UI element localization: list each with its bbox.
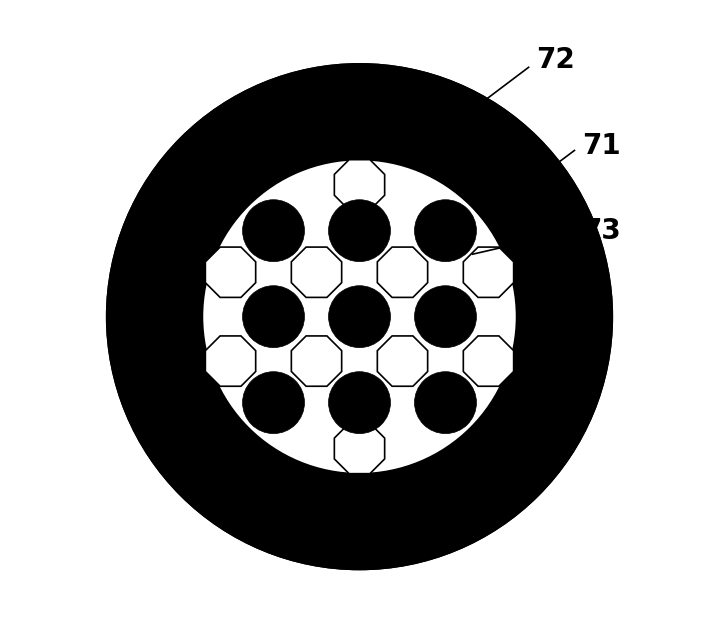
Polygon shape: [206, 247, 256, 297]
Polygon shape: [291, 336, 342, 386]
Polygon shape: [377, 336, 428, 386]
Polygon shape: [463, 336, 513, 386]
Text: 71: 71: [582, 132, 620, 160]
Circle shape: [415, 286, 477, 348]
Circle shape: [415, 200, 477, 262]
Circle shape: [202, 159, 517, 474]
Text: 72: 72: [536, 46, 574, 74]
Circle shape: [242, 286, 304, 348]
Polygon shape: [377, 247, 428, 297]
Polygon shape: [463, 247, 513, 297]
Polygon shape: [334, 160, 385, 210]
Circle shape: [329, 286, 390, 348]
Circle shape: [242, 371, 304, 433]
Circle shape: [329, 200, 390, 262]
Polygon shape: [291, 247, 342, 297]
Text: 73: 73: [582, 217, 620, 245]
Circle shape: [415, 371, 477, 433]
Circle shape: [107, 64, 612, 569]
Polygon shape: [206, 336, 256, 386]
Circle shape: [329, 371, 390, 433]
Circle shape: [242, 200, 304, 262]
Polygon shape: [334, 423, 385, 474]
